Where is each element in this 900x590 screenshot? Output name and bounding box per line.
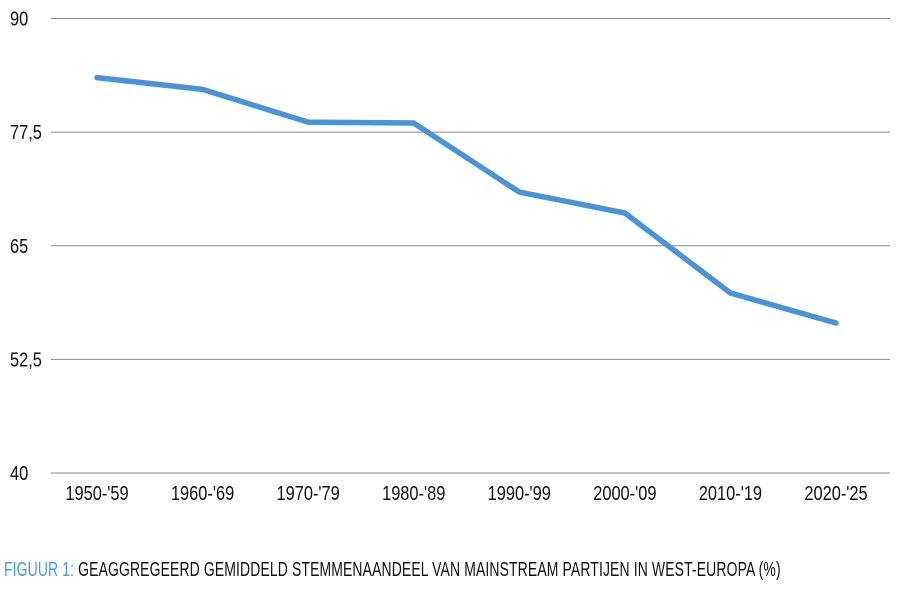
y-axis-tick-label: 77,5	[10, 121, 42, 144]
gridlines	[51, 18, 890, 474]
figure-caption-inner: FIGUUR 1: GEAGGREGEERD GEMIDDELD STEMMEN…	[4, 558, 781, 582]
y-axis-tick-label: 40	[10, 461, 28, 484]
x-axis-tick-label: 2020-'25	[804, 481, 867, 504]
x-axis-tick-label: 1980-'89	[382, 481, 445, 504]
figure-caption: FIGUUR 1: GEAGGREGEERD GEMIDDELD STEMMEN…	[4, 558, 900, 582]
y-axis-tick-label: 65	[10, 234, 28, 257]
x-axis-tick-label: 2000-'09	[593, 481, 656, 504]
x-axis-labels: 1950-'59 1960-'69 1970-'79 1980-'89 1990-'99…	[65, 481, 867, 504]
x-axis-tick-label: 1960-'69	[171, 481, 234, 504]
x-axis-tick-label: 1950-'59	[65, 481, 128, 504]
data-series	[94, 74, 839, 326]
figure-caption-text: GEAGGREGEERD GEMIDDELD STEMMENAANDEEL VA…	[74, 558, 781, 581]
y-axis-tick-label: 90	[10, 7, 28, 30]
figure-number-label: FIGUUR 1:	[4, 558, 75, 581]
y-axis-labels: 90 77,5 65 52,5 40	[10, 7, 42, 484]
x-axis-tick-label: 1970-'79	[277, 481, 340, 504]
y-axis-tick-label: 52,5	[10, 348, 42, 371]
x-axis-tick-label: 2010-'19	[699, 481, 762, 504]
x-axis-tick-label: 1990-'99	[488, 481, 551, 504]
vote-share-line	[94, 74, 839, 326]
